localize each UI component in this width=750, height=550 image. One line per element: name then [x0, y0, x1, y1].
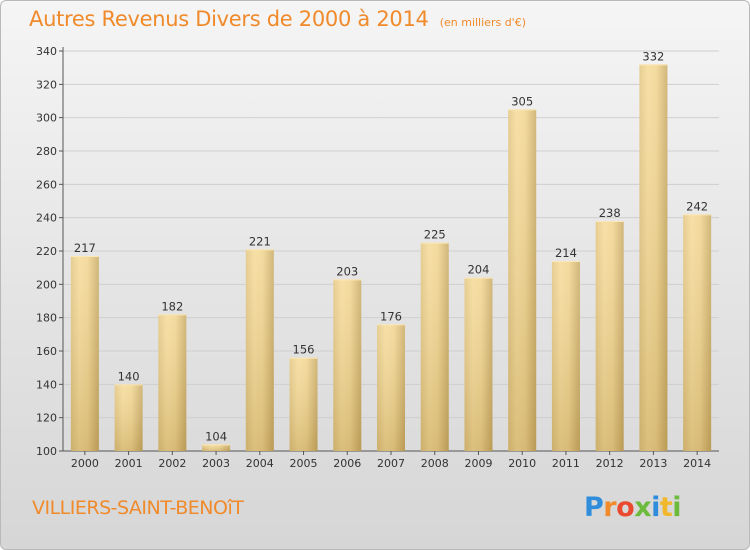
bar-2012 — [595, 221, 624, 451]
x-tick-label: 2003 — [202, 457, 230, 470]
bar-2010 — [508, 109, 537, 451]
x-tick-label: 2011 — [552, 457, 580, 470]
x-tick-label: 2000 — [71, 457, 99, 470]
bar-shade — [464, 277, 493, 451]
bar-shade — [551, 261, 580, 451]
bar-2014 — [683, 214, 712, 451]
svg-text:Proxiti: Proxiti — [584, 492, 681, 523]
y-tick-label: 140 — [36, 378, 57, 391]
chart-title: Autres Revenus Divers de 2000 à 2014 — [29, 7, 429, 31]
x-tick-label: 2013 — [639, 457, 667, 470]
bar-shade — [158, 314, 187, 451]
y-tick-label: 280 — [36, 145, 57, 158]
bar-2005 — [289, 357, 318, 451]
x-tick-label: 2008 — [421, 457, 449, 470]
x-tick-label: 2006 — [333, 457, 361, 470]
y-tick-labels: 100 120 140 160 180 200 220 240 260 280 300 320 340 — [36, 45, 57, 458]
bar-2009 — [464, 277, 493, 451]
bar-shade — [70, 256, 99, 451]
bar-shade — [420, 242, 449, 451]
y-tick-label: 320 — [36, 78, 57, 91]
y-tick-label: 120 — [36, 412, 57, 425]
x-tick-label: 2005 — [290, 457, 318, 470]
bar-2001 — [114, 384, 143, 451]
data-label: 221 — [249, 234, 271, 248]
proxiti-logo[interactable]: Proxiti — [584, 490, 694, 524]
x-tick-label: 2004 — [246, 457, 274, 470]
x-tick-label: 2012 — [596, 457, 624, 470]
bar-2003 — [202, 444, 231, 451]
commune-name: VILLIERS-SAINT-BENOîT — [32, 497, 244, 519]
bar-2008 — [420, 242, 449, 451]
data-label: 238 — [599, 206, 621, 220]
x-tick-label: 2010 — [508, 457, 536, 470]
y-tick-label: 160 — [36, 345, 57, 358]
data-label: 182 — [161, 299, 183, 313]
y-tick-label: 240 — [36, 212, 57, 225]
y-tick-label: 180 — [36, 312, 57, 325]
data-label: 176 — [380, 309, 402, 323]
bar-2013 — [639, 64, 668, 452]
chart-subtitle: (en milliers d'€) — [439, 16, 526, 29]
data-label: 140 — [118, 369, 140, 383]
bar-2004 — [245, 249, 274, 451]
y-tick-label: 200 — [36, 278, 57, 291]
x-tick-label: 2014 — [683, 457, 711, 470]
data-label: 305 — [511, 94, 533, 108]
y-tick-label: 100 — [36, 445, 57, 458]
x-tick-label: 2001 — [115, 457, 143, 470]
x-tick-labels: 2000 2001 2002 2003 2004 2005 2006 2007 2008 2009… — [71, 451, 711, 470]
bar-shade — [333, 279, 362, 451]
title-row: Autres Revenus Divers de 2000 à 2014 (en… — [29, 7, 526, 31]
bars — [70, 64, 712, 452]
x-tick-label: 2007 — [377, 457, 405, 470]
bar-2002 — [158, 314, 187, 451]
y-tick-label: 300 — [36, 112, 57, 125]
bar-shade — [683, 214, 712, 451]
x-tick-label: 2002 — [158, 457, 186, 470]
bar-shade — [377, 324, 405, 451]
bar-shade — [595, 221, 624, 451]
data-label: 104 — [205, 429, 227, 443]
bar-2011 — [551, 261, 580, 451]
y-tick-label: 220 — [36, 245, 57, 258]
bar-2007 — [377, 324, 405, 451]
bar-shade — [639, 64, 668, 452]
data-label: 332 — [642, 49, 664, 63]
bar-shade — [114, 384, 143, 451]
bar-shade — [289, 357, 318, 451]
bar-shade — [202, 444, 231, 451]
data-label: 217 — [74, 241, 96, 255]
bar-shade — [245, 249, 274, 451]
data-labels: 217 140 182 104 221 156 203 176 225 204 305 214 238 3… — [74, 49, 708, 443]
data-label: 156 — [293, 343, 315, 357]
data-label: 225 — [424, 228, 446, 242]
bar-shade — [508, 109, 537, 451]
y-tick-label: 340 — [36, 45, 57, 58]
data-label: 204 — [467, 263, 489, 277]
data-label: 214 — [555, 246, 577, 260]
bar-2000 — [70, 256, 99, 451]
bar-2006 — [333, 279, 362, 451]
data-label: 242 — [686, 199, 708, 213]
x-tick-label: 2009 — [464, 457, 492, 470]
y-tick-label: 260 — [36, 178, 57, 191]
data-label: 203 — [336, 264, 358, 278]
